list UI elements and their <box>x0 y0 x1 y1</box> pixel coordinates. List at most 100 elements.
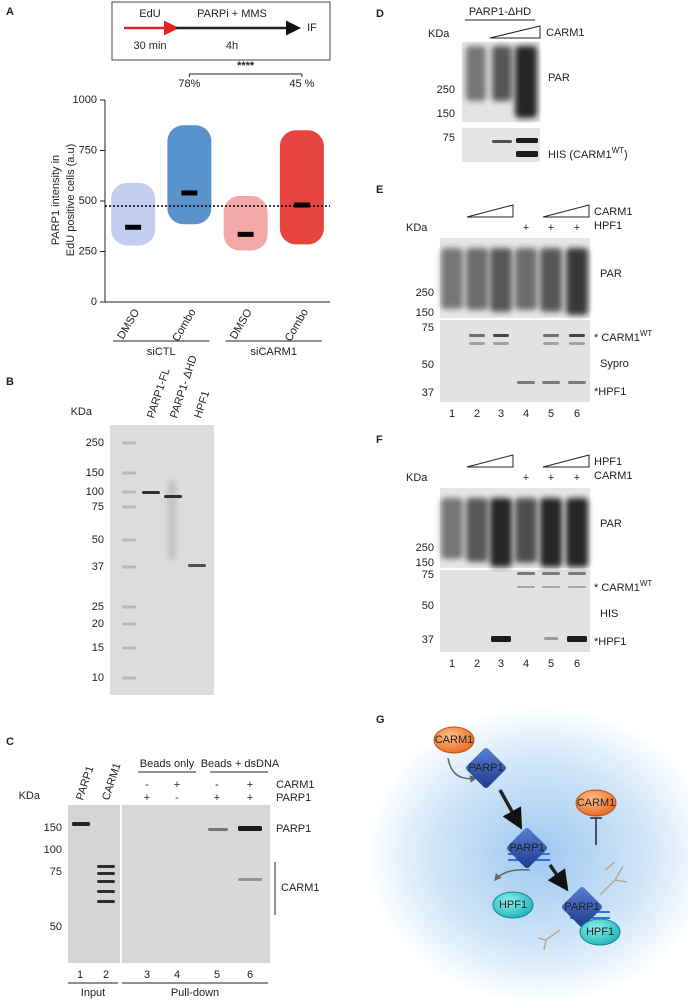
lane-number: 5 <box>548 658 554 670</box>
lane-number: 2 <box>474 408 480 420</box>
node-label: HPF1 <box>586 926 614 938</box>
blot-band <box>569 334 585 337</box>
data-spread <box>111 182 156 246</box>
blot-label: * CARM1WT <box>594 579 652 594</box>
ladder-label: 15 <box>92 642 104 654</box>
ladder-label: 250 <box>437 84 455 96</box>
data-spread <box>223 195 268 251</box>
band-label: CARM1 <box>281 882 320 894</box>
label-text: PAR <box>600 268 622 280</box>
blot-band <box>122 676 136 680</box>
sign: + <box>144 792 150 804</box>
ladder-label: 50 <box>50 921 62 933</box>
blot-band <box>543 342 559 345</box>
lane-number: 4 <box>523 408 529 420</box>
label: KDa <box>406 472 428 484</box>
gel <box>68 805 120 963</box>
hpf1-node <box>492 891 534 919</box>
blot-band <box>516 151 538 157</box>
blot-signal <box>492 46 512 101</box>
label-sup: WT <box>640 329 653 338</box>
parp1-node <box>562 887 602 927</box>
titrant: CARM1 <box>546 27 585 39</box>
blot-band <box>122 490 136 494</box>
blot-band <box>72 822 90 826</box>
lane-number: 3 <box>498 408 504 420</box>
sign: + <box>214 792 220 804</box>
ladder-label: 75 <box>92 501 104 513</box>
lane-number: 1 <box>449 658 455 670</box>
blot-signal <box>441 248 463 309</box>
blot-band <box>517 381 535 384</box>
section-label: Pull-down <box>171 987 219 999</box>
label-text: * CARM1 <box>594 582 640 594</box>
blot-band <box>469 342 485 345</box>
blot-band <box>542 572 560 575</box>
wedge <box>466 204 514 218</box>
blot-band <box>97 880 115 883</box>
blot-signal <box>540 248 562 312</box>
sign: + <box>247 792 253 804</box>
data-spread <box>167 125 212 225</box>
x-tick-label: DMSO <box>115 307 142 342</box>
band-label: PARP1 <box>276 823 311 835</box>
rule <box>498 789 523 830</box>
gel <box>122 805 270 963</box>
median-bar <box>181 190 198 196</box>
blot-band <box>516 138 538 143</box>
sign: + <box>548 472 554 484</box>
label: KDa <box>71 406 93 418</box>
blot-band <box>568 381 586 384</box>
ladder-label: 20 <box>92 618 104 630</box>
rule <box>547 864 569 892</box>
panel-letter: C <box>6 736 14 748</box>
label-text: *HPF1 <box>594 636 626 648</box>
group-label: siCTL <box>147 346 176 358</box>
label-text: HIS <box>600 608 618 620</box>
sign: - <box>145 779 149 791</box>
panel-letter: D <box>376 8 384 20</box>
ladder-label: 150 <box>416 307 434 319</box>
lane-number: 2 <box>474 658 480 670</box>
node-label: CARM1 <box>577 797 616 809</box>
titrant: CARM1 <box>594 206 633 218</box>
blot <box>440 570 590 652</box>
lane-label: PARP1 <box>74 765 96 802</box>
blot-band <box>542 381 560 384</box>
blot-signal <box>540 498 562 567</box>
y-tick-label: 250 <box>79 245 97 257</box>
panel-letter: A <box>6 6 14 18</box>
median-bar <box>293 202 310 208</box>
blot-label: HIS <box>600 608 618 620</box>
parp1-node <box>466 748 506 788</box>
ladder-label: 150 <box>437 108 455 120</box>
lane-number: 3 <box>498 658 504 670</box>
sign: + <box>523 222 529 234</box>
ladder-label: 250 <box>416 542 434 554</box>
par-chain <box>537 861 628 951</box>
scheme-box <box>111 1 331 61</box>
node-label: PARP1 <box>509 842 544 854</box>
ladder-label: 75 <box>422 322 434 334</box>
ladder-label: 37 <box>422 634 434 646</box>
blot-label: *HPF1 <box>594 636 626 648</box>
panel-letter: E <box>376 184 383 196</box>
label-text: * CARM1 <box>594 332 640 344</box>
lane-number: 4 <box>174 969 180 981</box>
blot-band <box>122 605 136 609</box>
section-label: Input <box>81 987 105 999</box>
label-text: PAR <box>600 518 622 530</box>
lane-number: 6 <box>574 408 580 420</box>
lane-number: 6 <box>247 969 253 981</box>
blot-signal <box>566 248 588 315</box>
blot-label: PAR <box>600 518 622 530</box>
y-tick-label: 0 <box>91 296 97 308</box>
ladder-label: 10 <box>92 672 104 684</box>
median-bar <box>125 224 142 230</box>
label-sup: WT <box>612 146 625 155</box>
panel-letter: G <box>376 714 385 726</box>
label-text: ) <box>624 149 628 161</box>
label-text: HIS (CARM1 <box>548 149 612 161</box>
label: 4h <box>226 40 238 52</box>
lane-label: PARP1-FL <box>145 367 172 420</box>
